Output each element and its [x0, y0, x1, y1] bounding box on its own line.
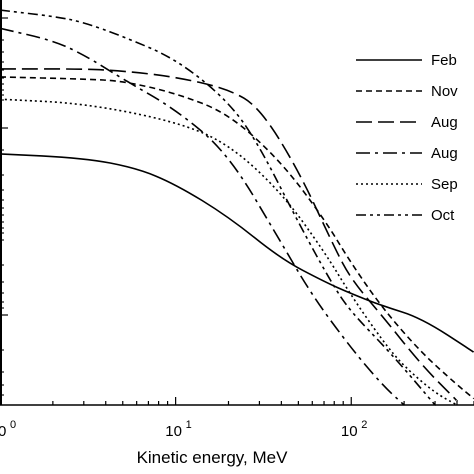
- x-tick-base: 10: [341, 423, 358, 440]
- series-line-aug-3: [0, 27, 405, 406]
- x-tick-label: 10 1: [165, 419, 191, 440]
- x-axis-label: Kinetic energy, MeV: [137, 448, 289, 467]
- x-tick-labels: 100101102: [0, 419, 367, 440]
- x-tick-exponent: 2: [361, 419, 367, 431]
- x-tick-base: 10: [0, 423, 6, 440]
- legend-item: Sep: [356, 176, 458, 193]
- x-tick-label: 10 2: [341, 419, 367, 440]
- x-tick-exponent: 0: [10, 419, 16, 431]
- legend-label: Oct: [431, 207, 455, 224]
- legend-item: Aug: [356, 114, 458, 131]
- axes: [0, 0, 474, 406]
- legend: Feb Nov Aug Aug Sep Oct: [356, 52, 458, 224]
- series-line-feb-0: [0, 153, 474, 354]
- legend-label: Feb: [431, 52, 457, 69]
- x-tick-base: 10: [165, 423, 182, 440]
- legend-item: Feb: [356, 52, 457, 69]
- series-line-sep-4: [0, 98, 458, 406]
- series-line-oct-5: [0, 9, 436, 406]
- legend-item: Aug: [356, 145, 458, 162]
- x-tick-label: 10 0: [0, 419, 16, 440]
- legend-item: Nov: [356, 83, 458, 100]
- legend-label: Sep: [431, 176, 458, 193]
- series-lines: [0, 9, 474, 406]
- series-line-nov-1: [0, 76, 474, 400]
- legend-item: Oct: [356, 207, 455, 224]
- legend-label: Aug: [431, 145, 458, 162]
- series-line-aug-2: [0, 68, 458, 402]
- legend-label: Aug: [431, 114, 458, 131]
- legend-label: Nov: [431, 83, 458, 100]
- x-tick-exponent: 1: [186, 419, 192, 431]
